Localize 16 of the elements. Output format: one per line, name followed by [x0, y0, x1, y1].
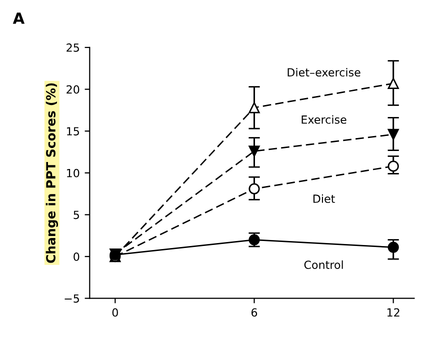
y-tick-label: 25	[66, 43, 79, 52]
y-tick-label: 5	[74, 210, 79, 220]
series-label: Control	[304, 260, 343, 269]
x-tick-label: 12	[387, 308, 400, 316]
series-label: Diet	[313, 194, 335, 203]
y-tick-label: 20	[66, 85, 80, 94]
series-label: Exercise	[302, 115, 346, 124]
y-tick-label: 10	[67, 168, 80, 178]
x-tick-label: 6	[251, 308, 258, 317]
y-tick-label: 0	[74, 252, 80, 261]
y-tick-label: −5	[64, 294, 79, 303]
series-label: Diet–exercise	[288, 68, 360, 77]
x-tick-label: 0	[112, 308, 118, 317]
y-tick-label: 15	[67, 127, 79, 136]
y-axis-title: Change in PPT Scores (%)	[46, 83, 58, 263]
chart-title: A	[12, 12, 25, 24]
